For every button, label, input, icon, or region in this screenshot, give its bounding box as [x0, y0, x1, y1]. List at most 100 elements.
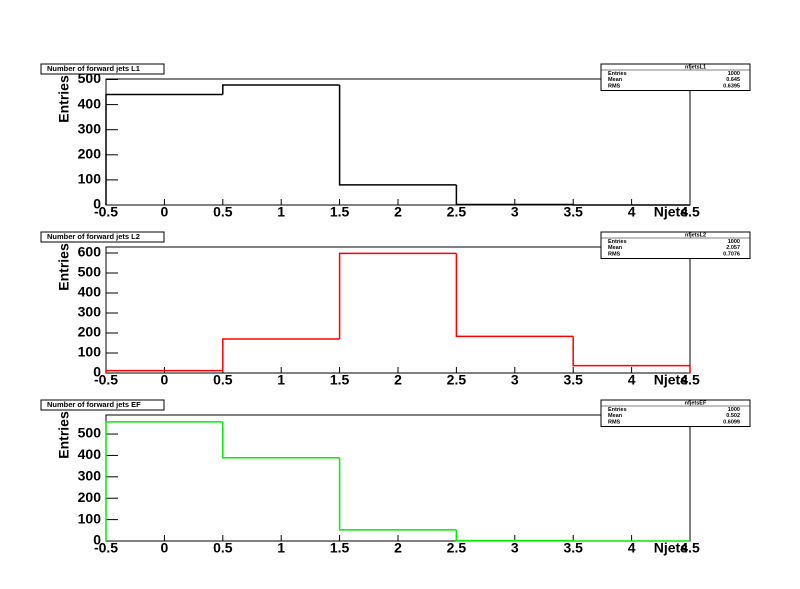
stats-value: 1000 — [728, 407, 740, 413]
x-tick-label: 4.5 — [680, 372, 700, 388]
stats-box — [600, 399, 751, 427]
x-tick-label: 3.5 — [563, 204, 583, 220]
stats-label: RMS — [608, 419, 621, 425]
y-tick-label: 0 — [93, 364, 101, 380]
x-axis-label: Njets — [654, 204, 688, 220]
x-tick-label: 4.5 — [680, 540, 700, 556]
x-tick-label: 4 — [628, 204, 636, 220]
x-tick-label: 3 — [511, 204, 519, 220]
x-tick-label: 1.5 — [330, 540, 350, 556]
y-tick-label: 200 — [78, 324, 102, 340]
histogram-bin — [455, 253, 574, 338]
histogram-bin — [105, 421, 223, 541]
histogram-bin — [338, 252, 457, 339]
stats-label: Mean — [608, 413, 623, 419]
y-tick-label: 100 — [78, 510, 102, 526]
stats-label: RMS — [608, 83, 621, 89]
x-tick-label: -0.5 — [94, 204, 118, 220]
y-axis-label: Entries — [56, 75, 72, 123]
stats-value: 0.6395 — [723, 83, 740, 89]
x-tick-label: 4 — [628, 540, 636, 556]
plot-frame — [105, 78, 691, 206]
histogram-bin — [572, 204, 690, 206]
x-tick-label: 0 — [161, 204, 169, 220]
x-tick-label: 2.5 — [447, 540, 467, 556]
stats-box — [600, 231, 751, 259]
title-box — [40, 63, 165, 75]
x-tick-label: 4 — [628, 372, 636, 388]
x-tick-label: 3 — [511, 540, 519, 556]
stats-value: 0.7076 — [723, 251, 740, 257]
x-tick-label: 1.5 — [330, 372, 350, 388]
x-tick-label: 0.5 — [213, 372, 233, 388]
chart-title: Number of forward jets EF — [47, 400, 141, 409]
y-tick-label: 200 — [78, 146, 102, 162]
y-tick-label: 500 — [78, 264, 102, 280]
x-tick-label: 0 — [161, 372, 169, 388]
stats-value: 2.057 — [726, 245, 740, 251]
y-tick-label: 400 — [78, 446, 102, 462]
stats-label: Entries — [608, 71, 627, 77]
x-tick-label: 2.5 — [447, 372, 467, 388]
y-tick-label: 0 — [93, 196, 101, 212]
histogram-bin — [455, 529, 574, 542]
stats-name: nfjetsL2 — [685, 233, 706, 239]
x-tick-label: 3 — [511, 372, 519, 388]
histogram-bin — [222, 338, 340, 371]
x-tick-label: -0.5 — [94, 372, 118, 388]
x-tick-label: 1 — [277, 204, 285, 220]
plot-frame — [105, 246, 691, 374]
stats-value: 0.502 — [726, 413, 740, 419]
plot-frame — [105, 414, 691, 542]
stats-name: nfjetsEF — [685, 401, 707, 407]
x-tick-label: 1.5 — [330, 204, 350, 220]
stats-value: 0.6099 — [723, 419, 740, 425]
x-tick-label: 1 — [277, 540, 285, 556]
y-tick-label: 300 — [78, 120, 102, 136]
y-axis-label: Entries — [56, 411, 72, 459]
x-axis-label: Njets — [654, 540, 688, 556]
stats-label: Entries — [608, 407, 627, 413]
histogram-bin — [338, 457, 457, 531]
y-axis-label: Entries — [56, 243, 72, 291]
y-tick-label: 100 — [78, 171, 102, 187]
y-tick-label: 500 — [78, 425, 102, 441]
stats-box — [600, 63, 751, 91]
y-tick-label: 100 — [78, 344, 102, 360]
x-tick-label: 3.5 — [563, 540, 583, 556]
y-tick-label: 600 — [78, 244, 102, 260]
histogram-bin — [455, 184, 574, 206]
stats-label: Entries — [608, 239, 627, 245]
x-tick-label: 2.5 — [447, 204, 467, 220]
x-tick-label: 0.5 — [213, 540, 233, 556]
title-box — [40, 231, 165, 243]
x-tick-label: 4.5 — [680, 204, 700, 220]
stats-value: 1000 — [728, 239, 740, 245]
x-axis-label: Njets — [654, 372, 688, 388]
x-tick-label: 0 — [161, 540, 169, 556]
stats-label: RMS — [608, 251, 621, 257]
title-box — [40, 399, 165, 411]
x-tick-label: 2 — [394, 372, 402, 388]
chart-title: Number of forward jets L1 — [47, 64, 140, 73]
x-tick-label: 0.5 — [213, 204, 233, 220]
stats-name: nfjetsL1 — [685, 65, 706, 71]
stats-label: Mean — [608, 245, 623, 251]
stats-value: 1000 — [728, 71, 740, 77]
histogram-bin — [222, 421, 340, 459]
y-tick-label: 200 — [78, 489, 102, 505]
histogram-bin — [338, 85, 457, 186]
y-tick-label: 400 — [78, 284, 102, 300]
x-tick-label: 2 — [394, 204, 402, 220]
x-tick-label: 3.5 — [563, 372, 583, 388]
x-tick-label: -0.5 — [94, 540, 118, 556]
stats-label: Mean — [608, 77, 623, 83]
y-tick-label: 0 — [93, 532, 101, 548]
x-tick-label: 2 — [394, 540, 402, 556]
chart-title: Number of forward jets L2 — [47, 232, 140, 241]
y-tick-label: 400 — [78, 95, 102, 111]
y-tick-label: 300 — [78, 468, 102, 484]
histogram-bin — [222, 84, 340, 95]
histogram-bin — [105, 93, 223, 205]
